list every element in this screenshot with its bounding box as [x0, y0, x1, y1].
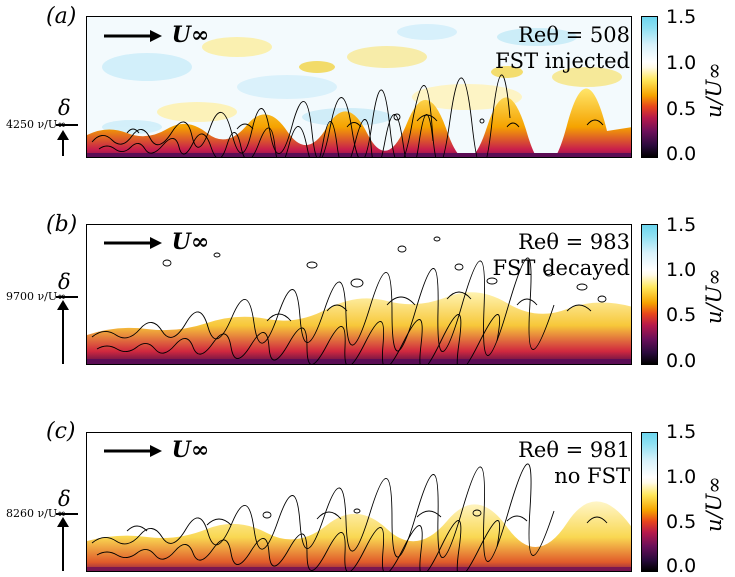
colorbar-tick: 0.0 [666, 350, 697, 372]
up-arrow-icon [57, 130, 69, 140]
re-annotation-c: Reθ = 981 no FST [518, 437, 630, 489]
colorbar-tick: 1.5 [666, 421, 697, 443]
delta-value: 9700 ν/U∞ [6, 290, 67, 303]
delta-arrow [62, 525, 64, 571]
colorbar-tick: 0.0 [666, 143, 697, 165]
delta-value: 8260 ν/U∞ [6, 507, 67, 520]
re-annotation-a: Reθ = 508 FST injected [495, 22, 630, 74]
velocity-field-a [86, 16, 632, 158]
colorbar-tick: 0.0 [666, 555, 697, 577]
delta-symbol: δ [58, 270, 71, 294]
free-stream-arrow-b: U∞ [104, 229, 209, 255]
up-arrow-icon [57, 300, 69, 310]
delta-marker-c: δ 8260 ν/U∞ [0, 487, 86, 572]
velocity-field-c [86, 432, 632, 572]
delta-value: 4250 ν/U∞ [6, 118, 67, 131]
condition-label: FST decayed [492, 256, 630, 280]
delta-line [56, 513, 78, 515]
colorbar-label: u/U∞ [702, 62, 726, 118]
field-image-c [87, 433, 631, 571]
colorbar-tick: 0.5 [666, 511, 697, 533]
colorbar-gradient [641, 16, 658, 158]
colorbar-label: u/U∞ [702, 476, 726, 532]
delta-marker-b: δ 9700 ν/U∞ [0, 270, 86, 365]
reynolds-number: Reθ = 981 [518, 438, 630, 462]
velocity-field-b [86, 224, 632, 365]
delta-symbol: δ [58, 487, 71, 511]
colorbar-tick: 0.5 [666, 304, 697, 326]
colorbar-label: u/U∞ [702, 268, 726, 324]
free-stream-label: U∞ [171, 229, 210, 255]
colorbar-tick: 0.5 [666, 98, 697, 120]
reynolds-number: Reθ = 508 [518, 23, 630, 47]
free-stream-label: U∞ [171, 22, 210, 48]
right-arrow-icon [104, 237, 162, 249]
reynolds-number: Reθ = 983 [518, 230, 630, 254]
free-stream-arrow-a: U∞ [104, 22, 209, 48]
field-image-a [87, 17, 631, 157]
condition-label: no FST [554, 464, 630, 488]
colorbar-gradient [641, 432, 658, 572]
colorbar-tick: 1.0 [666, 466, 697, 488]
colorbar-tick: 1.0 [666, 259, 697, 281]
delta-symbol: δ [58, 96, 71, 120]
panel-letter: (a) [46, 4, 77, 29]
colorbar-tick: 1.5 [666, 214, 697, 236]
right-arrow-icon [104, 30, 162, 42]
delta-arrow [62, 308, 64, 364]
free-stream-arrow-c: U∞ [104, 437, 209, 463]
delta-line [56, 296, 78, 298]
colorbar-gradient [641, 224, 658, 365]
field-image-b [87, 225, 631, 364]
up-arrow-icon [57, 517, 69, 527]
right-arrow-icon [104, 445, 162, 457]
free-stream-label: U∞ [171, 437, 210, 463]
delta-arrow [62, 138, 64, 156]
re-annotation-b: Reθ = 983 FST decayed [492, 229, 630, 281]
condition-label: FST injected [495, 49, 630, 73]
delta-marker-a: δ 4250 ν/U∞ [0, 96, 86, 158]
panel-letter: (b) [46, 212, 78, 237]
colorbar-tick: 1.0 [666, 52, 697, 74]
delta-line [56, 124, 78, 126]
colorbar-tick: 1.5 [666, 6, 697, 28]
panel-letter: (c) [46, 419, 76, 444]
